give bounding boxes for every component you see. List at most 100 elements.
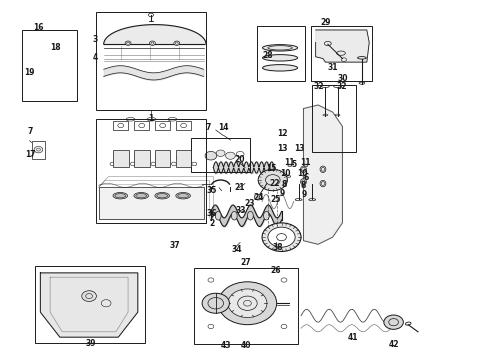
Ellipse shape	[134, 193, 148, 199]
Text: 14: 14	[219, 123, 229, 132]
Ellipse shape	[115, 194, 125, 198]
Ellipse shape	[155, 193, 170, 199]
Circle shape	[281, 278, 287, 282]
Text: 8: 8	[301, 181, 306, 190]
Ellipse shape	[263, 45, 297, 51]
Text: 36: 36	[207, 210, 217, 219]
Ellipse shape	[136, 194, 147, 198]
Text: 12: 12	[277, 129, 288, 138]
Circle shape	[125, 41, 131, 45]
Circle shape	[149, 41, 155, 45]
Circle shape	[202, 293, 229, 313]
Ellipse shape	[247, 211, 253, 220]
Text: 31: 31	[327, 63, 338, 72]
Text: 10: 10	[297, 170, 308, 179]
Text: 19: 19	[24, 68, 34, 77]
Text: 41: 41	[347, 333, 358, 342]
Bar	[35, 266, 145, 342]
Circle shape	[208, 324, 214, 329]
Polygon shape	[40, 273, 138, 337]
Text: 39: 39	[85, 339, 96, 348]
Text: 10: 10	[280, 170, 290, 179]
Circle shape	[110, 162, 115, 166]
Text: 4: 4	[93, 53, 98, 62]
Ellipse shape	[263, 64, 297, 71]
Circle shape	[254, 194, 262, 200]
Text: 38: 38	[273, 243, 283, 252]
Ellipse shape	[215, 211, 221, 220]
Ellipse shape	[178, 194, 189, 198]
Circle shape	[34, 147, 43, 153]
Circle shape	[174, 41, 180, 45]
Text: 33: 33	[236, 206, 246, 215]
Text: 40: 40	[241, 341, 251, 350]
Circle shape	[142, 156, 148, 160]
Circle shape	[281, 324, 287, 329]
Bar	[134, 150, 149, 167]
Circle shape	[262, 223, 301, 251]
Circle shape	[268, 227, 295, 247]
Text: 42: 42	[389, 340, 399, 349]
Bar	[134, 121, 149, 130]
Text: 32: 32	[336, 82, 347, 91]
Text: 26: 26	[270, 266, 281, 275]
Ellipse shape	[264, 211, 270, 220]
Text: 20: 20	[234, 155, 245, 164]
Bar	[312, 85, 356, 152]
Ellipse shape	[287, 176, 291, 177]
Text: 7: 7	[206, 123, 211, 132]
Bar	[113, 150, 128, 167]
Bar	[192, 138, 250, 172]
Circle shape	[172, 162, 176, 166]
Text: 22: 22	[269, 179, 279, 188]
Ellipse shape	[320, 180, 326, 187]
Text: 11: 11	[301, 158, 311, 167]
Circle shape	[82, 291, 97, 301]
Circle shape	[184, 156, 191, 160]
Ellipse shape	[113, 193, 127, 199]
Polygon shape	[99, 187, 203, 219]
Circle shape	[148, 13, 153, 17]
Polygon shape	[316, 30, 369, 62]
Circle shape	[218, 282, 277, 325]
Text: 15: 15	[267, 164, 277, 173]
Text: 11: 11	[284, 158, 294, 167]
Text: 34: 34	[231, 245, 242, 254]
Text: 2: 2	[209, 219, 215, 228]
Text: 24: 24	[253, 193, 264, 202]
Bar	[155, 150, 171, 167]
Text: 28: 28	[262, 51, 273, 60]
Text: 37: 37	[169, 241, 180, 250]
Text: 8: 8	[281, 180, 287, 189]
Circle shape	[216, 150, 225, 157]
Text: 1: 1	[148, 114, 153, 123]
Ellipse shape	[303, 176, 307, 177]
Bar	[97, 12, 206, 111]
Circle shape	[205, 152, 217, 160]
Bar	[311, 26, 372, 81]
Ellipse shape	[176, 193, 191, 199]
Bar	[99, 187, 203, 219]
Text: 21: 21	[234, 183, 245, 192]
Ellipse shape	[288, 165, 292, 167]
Text: 9: 9	[279, 189, 285, 198]
Bar	[22, 30, 77, 102]
Ellipse shape	[304, 165, 308, 167]
Circle shape	[163, 156, 170, 160]
Text: 6: 6	[304, 173, 309, 182]
Circle shape	[101, 300, 111, 307]
Text: 5: 5	[291, 161, 296, 170]
Bar	[176, 150, 192, 167]
Text: 9: 9	[302, 190, 307, 199]
Circle shape	[121, 156, 127, 160]
Ellipse shape	[231, 211, 237, 220]
Text: 27: 27	[241, 258, 251, 267]
Bar	[97, 119, 206, 223]
Bar	[114, 121, 128, 130]
Bar	[257, 26, 305, 81]
Circle shape	[225, 152, 235, 159]
Text: 13: 13	[294, 144, 305, 153]
Bar	[176, 121, 191, 130]
Text: 35: 35	[207, 185, 217, 194]
Circle shape	[384, 315, 403, 329]
